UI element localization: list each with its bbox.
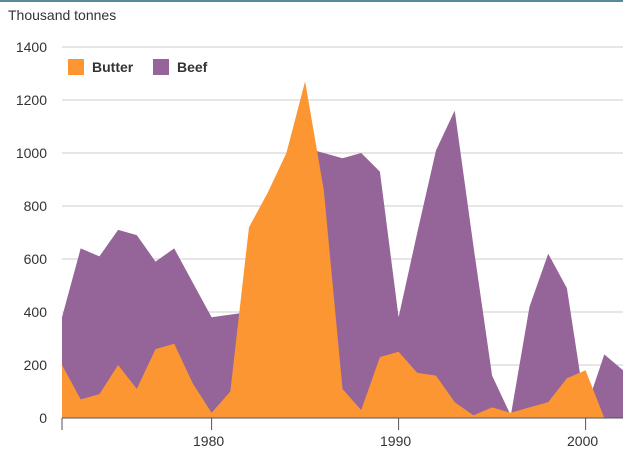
unit-label: Thousand tonnes xyxy=(8,7,117,23)
y-tick-label: 1000 xyxy=(16,145,47,161)
top-rule xyxy=(0,0,623,2)
x-tick-label: 2000 xyxy=(567,433,598,449)
series-area-beef xyxy=(62,110,623,418)
y-tick-label: 200 xyxy=(24,357,48,373)
legend-label-butter: Butter xyxy=(92,59,134,75)
y-tick-label: 400 xyxy=(24,304,48,320)
y-tick-label: 800 xyxy=(24,198,48,214)
legend-label-beef: Beef xyxy=(177,59,208,75)
y-tick-label: 1200 xyxy=(16,92,47,108)
series-area-butter xyxy=(62,81,623,419)
y-tick-label: 0 xyxy=(39,410,47,426)
legend-swatch-butter xyxy=(68,59,84,75)
x-tick-label: 1990 xyxy=(380,433,411,449)
legend-swatch-beef xyxy=(153,59,169,75)
x-tick-label: 1980 xyxy=(193,433,224,449)
y-tick-label: 1400 xyxy=(16,39,47,55)
y-tick-label: 600 xyxy=(24,251,48,267)
